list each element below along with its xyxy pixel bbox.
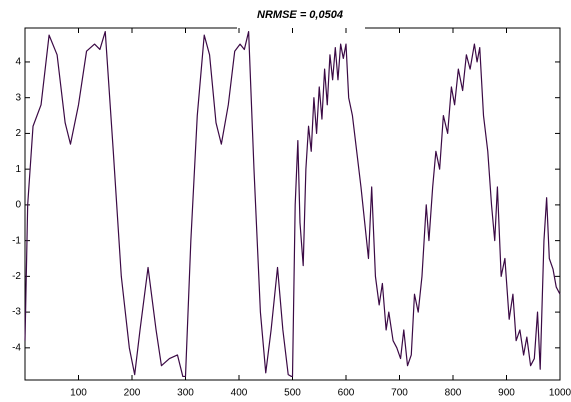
y-tick-label: 2: [15, 128, 21, 139]
x-tick-label: 600: [338, 388, 355, 399]
y-tick-label: -2: [12, 271, 21, 282]
x-tick-label: 900: [498, 388, 515, 399]
x-tick-label: 300: [177, 388, 194, 399]
chart-title: NRMSE = 0,0504: [257, 9, 343, 21]
x-tick-label: 400: [231, 388, 248, 399]
x-tick-label: 700: [391, 388, 408, 399]
y-tick-label: -4: [12, 342, 21, 353]
y-tick-label: 0: [15, 200, 21, 211]
x-tick-label: 500: [284, 388, 301, 399]
x-tick-label: 800: [445, 388, 462, 399]
y-tick-label: -1: [12, 235, 21, 246]
y-tick-label: -3: [12, 307, 21, 318]
y-tick-label: 4: [15, 57, 21, 68]
y-tick-label: 1: [15, 164, 21, 175]
x-tick-label: 100: [70, 388, 87, 399]
data-line: [24, 30, 561, 378]
x-tick-label: 1000: [549, 388, 571, 399]
x-tick-label: 200: [124, 388, 141, 399]
plot-frame: [24, 27, 561, 381]
y-tick-label: 3: [15, 92, 21, 103]
title-background: [237, 4, 365, 30]
